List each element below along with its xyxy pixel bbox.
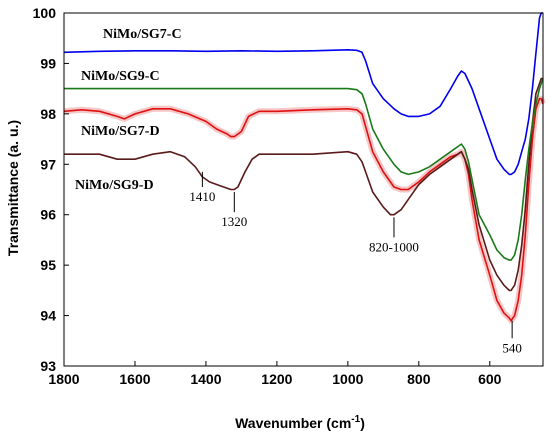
- y-tick-label: 99: [40, 55, 56, 71]
- annotation-label: 820-1000: [369, 239, 419, 254]
- x-axis-title: Wavenumber (cm-1): [235, 414, 365, 431]
- x-tick-label: 800: [407, 371, 431, 387]
- y-tick-label: 95: [40, 257, 56, 273]
- x-tick-label: 1600: [119, 371, 150, 387]
- y-tick-label: 98: [40, 106, 56, 122]
- y-tick-label: 94: [40, 308, 56, 324]
- series-line-nimo-sg9-c: [64, 78, 544, 261]
- x-tick-label: 1200: [261, 371, 292, 387]
- axes: 1800 1600 1400 1200 1000 800 600 93 94 95 96 97 98 99…: [33, 5, 544, 387]
- annotation-label: 1320: [221, 214, 247, 229]
- x-tick-label: 1800: [48, 371, 79, 387]
- series-line-nimo-sg7-c: [63, 12, 543, 176]
- y-tick-label: 93: [40, 358, 56, 374]
- series-line-nimo-sg9-d: [64, 77, 543, 292]
- x-tick-label: 600: [478, 371, 502, 387]
- y-tick-label: 100: [33, 5, 57, 21]
- series-labels: NiMo/SG7-C NiMo/SG9-C NiMo/SG7-D NiMo/SG9-D: [75, 27, 182, 193]
- series-label: NiMo/SG9-D: [75, 178, 154, 193]
- plot-frame: [63, 12, 544, 367]
- series-label: NiMo/SG9-C: [81, 69, 160, 84]
- y-tick-label: 96: [40, 207, 56, 223]
- x-tick-label: 1000: [332, 371, 363, 387]
- annotation-label: 540: [502, 340, 522, 355]
- peak-annotations: 1410 1320 820-1000 540: [189, 171, 522, 355]
- series-label: NiMo/SG7-D: [81, 124, 160, 139]
- annotation-label: 1410: [189, 189, 215, 204]
- series-label: NiMo/SG7-C: [103, 27, 182, 42]
- y-axis-title: Transmittance (a. u.): [5, 120, 21, 256]
- series-group: [63, 12, 546, 324]
- x-tick-label: 1400: [190, 371, 221, 387]
- series-line-nimo-sg7-d: [63, 97, 544, 322]
- y-tick-label: 97: [40, 156, 56, 172]
